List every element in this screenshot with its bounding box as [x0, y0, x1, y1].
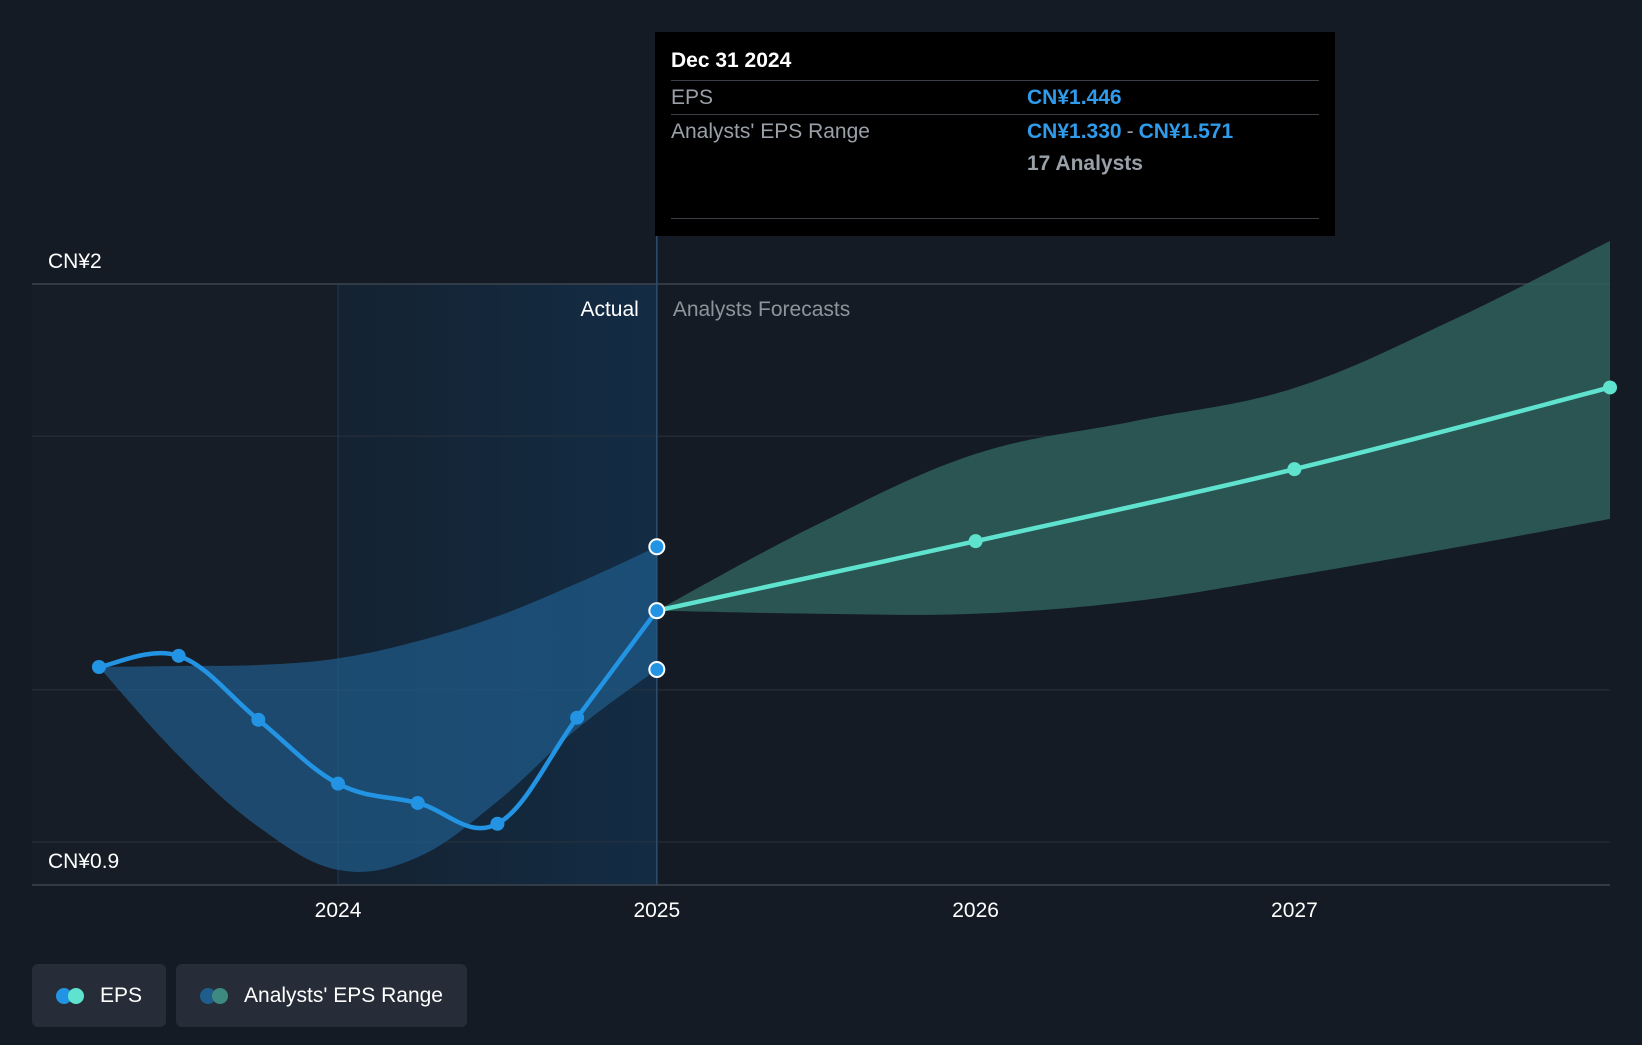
- tooltip-eps-row: EPS CN¥1.446: [671, 80, 1319, 114]
- forecast-section-label: Analysts Forecasts: [673, 298, 850, 321]
- x-tick-label: 2026: [952, 899, 999, 922]
- tooltip-range-low: CN¥1.330: [1027, 120, 1122, 143]
- eps-actual-point: [171, 648, 186, 663]
- tooltip-range-values: CN¥1.330- CN¥1.571: [1027, 115, 1233, 148]
- actual-range-band: [98, 546, 657, 872]
- eps-actual-point: [570, 710, 585, 725]
- tooltip-range-separator: -: [1126, 120, 1134, 143]
- tooltip-analyst-count: 17 Analysts: [1027, 152, 1143, 175]
- range-legend-icon: [200, 987, 230, 1005]
- eps-forecast-point: [1603, 380, 1617, 395]
- legend: EPS Analysts' EPS Range: [32, 964, 467, 1027]
- x-tick-label: 2025: [633, 899, 680, 922]
- eps-actual-point: [490, 816, 505, 831]
- tooltip-marker: [648, 602, 666, 620]
- eps-forecast-point: [968, 534, 983, 549]
- tooltip-range-high: CN¥1.571: [1138, 120, 1234, 143]
- legend-item-range[interactable]: Analysts' EPS Range: [176, 964, 467, 1027]
- eps-legend-icon: [56, 987, 86, 1005]
- y-axis-label-max: CN¥2: [48, 250, 102, 273]
- forecast-range-band: [656, 240, 1610, 615]
- y-axis-label-min: CN¥0.9: [48, 850, 119, 873]
- eps-actual-point: [410, 795, 425, 810]
- eps-forecast-line: [654, 385, 1613, 613]
- legend-item-eps[interactable]: EPS: [32, 964, 167, 1027]
- tooltip-marker: [648, 538, 666, 556]
- actual-section-label: Actual: [580, 298, 638, 321]
- tooltip-divider: [671, 218, 1319, 219]
- tooltip-range-row: Analysts' EPS Range CN¥1.330- CN¥1.571: [671, 114, 1319, 148]
- x-tick-label: 2027: [1271, 899, 1318, 922]
- legend-label-eps: EPS: [100, 983, 143, 1007]
- x-tick-label: 2024: [315, 899, 362, 922]
- eps-actual-point: [331, 776, 346, 791]
- eps-actual-point: [251, 712, 266, 727]
- tooltip-eps-label: EPS: [671, 86, 714, 109]
- legend-label-range: Analysts' EPS Range: [244, 983, 443, 1007]
- tooltip: Dec 31 2024 EPS CN¥1.446 Analysts' EPS R…: [655, 32, 1335, 236]
- tooltip-marker: [648, 661, 666, 679]
- eps-forecast-point: [1287, 462, 1302, 477]
- tooltip-eps-value: CN¥1.446: [1027, 86, 1122, 109]
- eps-actual-point: [91, 659, 106, 674]
- tooltip-date: Dec 31 2024: [671, 49, 792, 72]
- tooltip-range-label: Analysts' EPS Range: [671, 120, 870, 143]
